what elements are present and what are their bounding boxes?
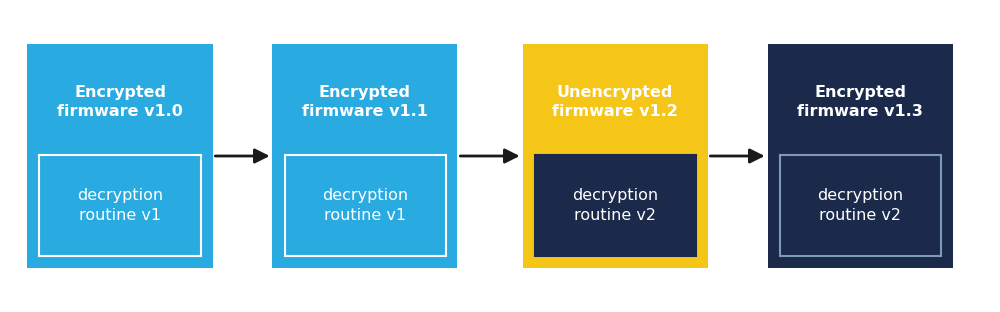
Text: Encrypted
firmware v1.3: Encrypted firmware v1.3 [797, 85, 923, 119]
Bar [768, 44, 952, 268]
Text: decryption
routine v1: decryption routine v1 [77, 188, 163, 223]
Bar [534, 155, 696, 256]
Text: decryption
routine v2: decryption routine v2 [817, 188, 903, 223]
Text: decryption
routine v2: decryption routine v2 [572, 188, 658, 223]
Bar [27, 44, 212, 268]
Text: Encrypted
firmware v1.1: Encrypted firmware v1.1 [302, 85, 428, 119]
Bar [272, 44, 457, 268]
Text: Encrypted
firmware v1.0: Encrypted firmware v1.0 [57, 85, 183, 119]
Text: decryption
routine v1: decryption routine v1 [322, 188, 408, 223]
Bar [39, 155, 201, 256]
Bar [285, 155, 446, 256]
Bar [780, 155, 940, 256]
Bar [522, 44, 708, 268]
Text: Unencrypted
firmware v1.2: Unencrypted firmware v1.2 [552, 85, 678, 119]
